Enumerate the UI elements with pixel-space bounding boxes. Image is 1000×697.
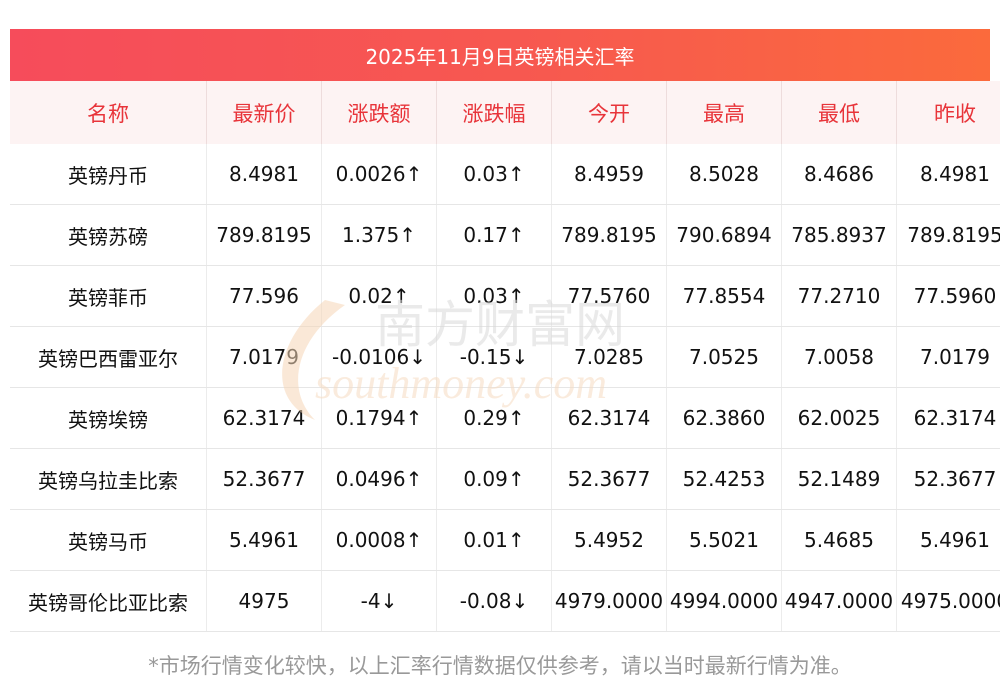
cell-prev: 8.4981 bbox=[896, 144, 1000, 205]
cell-low: 785.8937 bbox=[781, 204, 897, 266]
column-header-change: 涨跌额 bbox=[321, 81, 437, 144]
column-header-pct: 涨跌幅 bbox=[436, 81, 552, 144]
cell-high: 4994.0000 bbox=[666, 570, 782, 632]
cell-change: 0.0496↑ bbox=[321, 448, 437, 510]
cell-prev: 5.4961 bbox=[896, 509, 1000, 571]
cell-high: 5.5021 bbox=[666, 509, 782, 571]
cell-low: 77.2710 bbox=[781, 265, 897, 327]
cell-change: 0.0008↑ bbox=[321, 509, 437, 571]
cell-name: 英镑马币 bbox=[10, 509, 207, 571]
cell-latest: 52.3677 bbox=[206, 448, 322, 510]
cell-pct: 0.03↑ bbox=[436, 144, 552, 205]
cell-open: 4979.0000 bbox=[551, 570, 667, 632]
table-header-row: 名称 最新价 涨跌额 涨跌幅 今开 最高 最低 昨收 bbox=[10, 81, 1000, 144]
cell-high: 790.6894 bbox=[666, 204, 782, 266]
table-row: 英镑丹币 8.4981 0.0026↑ 0.03↑ 8.4959 8.5028 8.4686… bbox=[10, 144, 1000, 205]
cell-name: 英镑苏磅 bbox=[10, 204, 207, 266]
column-header-open: 今开 bbox=[551, 81, 667, 144]
cell-pct: 0.03↑ bbox=[436, 265, 552, 327]
cell-high: 62.3860 bbox=[666, 387, 782, 449]
cell-high: 52.4253 bbox=[666, 448, 782, 510]
cell-latest: 4975 bbox=[206, 570, 322, 632]
page-title: 2025年11月9日英镑相关汇率 bbox=[10, 29, 990, 81]
cell-low: 62.0025 bbox=[781, 387, 897, 449]
cell-change: 1.375↑ bbox=[321, 204, 437, 266]
cell-name: 英镑菲币 bbox=[10, 265, 207, 327]
cell-low: 5.4685 bbox=[781, 509, 897, 571]
cell-open: 789.8195 bbox=[551, 204, 667, 266]
cell-prev: 789.8195 bbox=[896, 204, 1000, 266]
cell-prev: 62.3174 bbox=[896, 387, 1000, 449]
table-row: 英镑乌拉圭比索 52.3677 0.0496↑ 0.09↑ 52.3677 52.4253… bbox=[10, 448, 1000, 510]
cell-pct: 0.17↑ bbox=[436, 204, 552, 266]
exchange-rate-table: 名称 最新价 涨跌额 涨跌幅 今开 最高 最低 昨收 英镑丹币 8.4981 0.0… bbox=[10, 81, 1000, 632]
cell-latest: 7.0179 bbox=[206, 326, 322, 388]
cell-pct: 0.01↑ bbox=[436, 509, 552, 571]
cell-low: 52.1489 bbox=[781, 448, 897, 510]
column-header-high: 最高 bbox=[666, 81, 782, 144]
cell-pct: -0.08↓ bbox=[436, 570, 552, 632]
cell-high: 77.8554 bbox=[666, 265, 782, 327]
table-row: 英镑哥伦比亚比索 4975 -4↓ -0.08↓ 4979.0000 4994.0000 4… bbox=[10, 570, 1000, 632]
cell-high: 7.0525 bbox=[666, 326, 782, 388]
column-header-prev: 昨收 bbox=[896, 81, 1000, 144]
cell-change: -0.0106↓ bbox=[321, 326, 437, 388]
table-row: 英镑菲币 77.596 0.02↑ 0.03↑ 77.5760 77.8554 77.271… bbox=[10, 265, 1000, 327]
cell-pct: 0.29↑ bbox=[436, 387, 552, 449]
cell-name: 英镑埃镑 bbox=[10, 387, 207, 449]
column-header-low: 最低 bbox=[781, 81, 897, 144]
cell-name: 英镑丹币 bbox=[10, 144, 207, 205]
cell-pct: 0.09↑ bbox=[436, 448, 552, 510]
column-header-name: 名称 bbox=[10, 81, 207, 144]
cell-prev: 52.3677 bbox=[896, 448, 1000, 510]
cell-prev: 7.0179 bbox=[896, 326, 1000, 388]
table-row: 英镑埃镑 62.3174 0.1794↑ 0.29↑ 62.3174 62.3860 62.… bbox=[10, 387, 1000, 449]
cell-prev: 4975.0000 bbox=[896, 570, 1000, 632]
cell-change: 0.1794↑ bbox=[321, 387, 437, 449]
table-row: 英镑苏磅 789.8195 1.375↑ 0.17↑ 789.8195 790.6894 7… bbox=[10, 204, 1000, 266]
footnote: *市场行情变化较快，以上汇率行情数据仅供参考，请以当时最新行情为准。 bbox=[148, 654, 852, 678]
cell-prev: 77.5960 bbox=[896, 265, 1000, 327]
table-row: 英镑巴西雷亚尔 7.0179 -0.0106↓ -0.15↓ 7.0285 7.0525 7… bbox=[10, 326, 1000, 388]
cell-latest: 5.4961 bbox=[206, 509, 322, 571]
cell-name: 英镑哥伦比亚比索 bbox=[10, 570, 207, 632]
cell-name: 英镑巴西雷亚尔 bbox=[10, 326, 207, 388]
cell-change: 0.02↑ bbox=[321, 265, 437, 327]
cell-open: 52.3677 bbox=[551, 448, 667, 510]
cell-open: 7.0285 bbox=[551, 326, 667, 388]
cell-latest: 789.8195 bbox=[206, 204, 322, 266]
cell-low: 8.4686 bbox=[781, 144, 897, 205]
cell-name: 英镑乌拉圭比索 bbox=[10, 448, 207, 510]
cell-change: 0.0026↑ bbox=[321, 144, 437, 205]
cell-change: -4↓ bbox=[321, 570, 437, 632]
cell-latest: 8.4981 bbox=[206, 144, 322, 205]
cell-low: 7.0058 bbox=[781, 326, 897, 388]
cell-high: 8.5028 bbox=[666, 144, 782, 205]
cell-open: 5.4952 bbox=[551, 509, 667, 571]
column-header-latest: 最新价 bbox=[206, 81, 322, 144]
cell-open: 77.5760 bbox=[551, 265, 667, 327]
cell-open: 8.4959 bbox=[551, 144, 667, 205]
cell-latest: 62.3174 bbox=[206, 387, 322, 449]
cell-low: 4947.0000 bbox=[781, 570, 897, 632]
cell-latest: 77.596 bbox=[206, 265, 322, 327]
cell-pct: -0.15↓ bbox=[436, 326, 552, 388]
table-row: 英镑马币 5.4961 0.0008↑ 0.01↑ 5.4952 5.5021 5.4685… bbox=[10, 509, 1000, 571]
cell-open: 62.3174 bbox=[551, 387, 667, 449]
